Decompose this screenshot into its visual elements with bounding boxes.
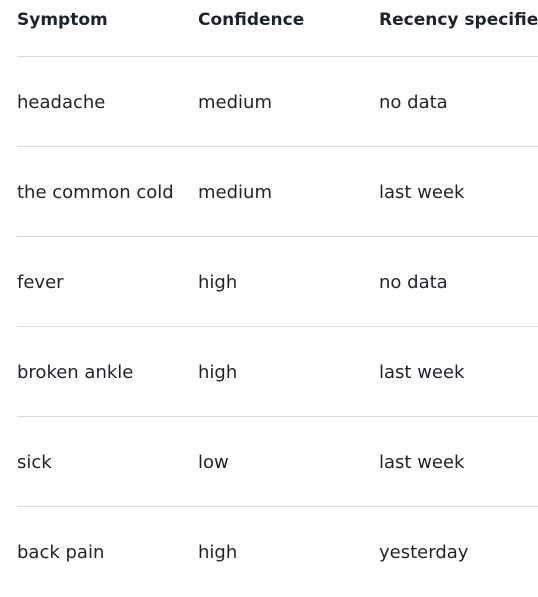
cell-symptom: headache [17, 91, 106, 113]
cell-symptom: back pain [17, 541, 105, 563]
table-row: the common cold medium last week [17, 147, 538, 237]
table-row: sick low last week [17, 417, 538, 507]
cell-symptom: the common cold [17, 181, 174, 203]
cell-confidence: high [198, 541, 238, 563]
table-header-row: Symptom Confidence Recency specified [17, 0, 538, 57]
cell-confidence: high [198, 361, 238, 383]
header-recency: Recency specified [379, 10, 538, 30]
cell-recency: last week [379, 361, 465, 383]
cell-confidence: medium [198, 91, 272, 113]
cell-recency: last week [379, 181, 465, 203]
cell-recency: last week [379, 451, 465, 473]
cell-confidence: low [198, 451, 229, 473]
cell-confidence: medium [198, 181, 272, 203]
cell-recency: no data [379, 271, 448, 293]
cell-recency: yesterday [379, 541, 469, 563]
cell-symptom: broken ankle [17, 361, 134, 383]
table-row: back pain high yesterday [17, 507, 538, 597]
table-row: headache medium no data [17, 57, 538, 147]
cell-confidence: high [198, 271, 238, 293]
table-row: broken ankle high last week [17, 327, 538, 417]
header-symptom: Symptom [17, 10, 108, 30]
cell-recency: no data [379, 91, 448, 113]
cell-symptom: fever [17, 271, 64, 293]
table-row: fever high no data [17, 237, 538, 327]
header-confidence: Confidence [198, 10, 305, 30]
cell-symptom: sick [17, 451, 52, 473]
